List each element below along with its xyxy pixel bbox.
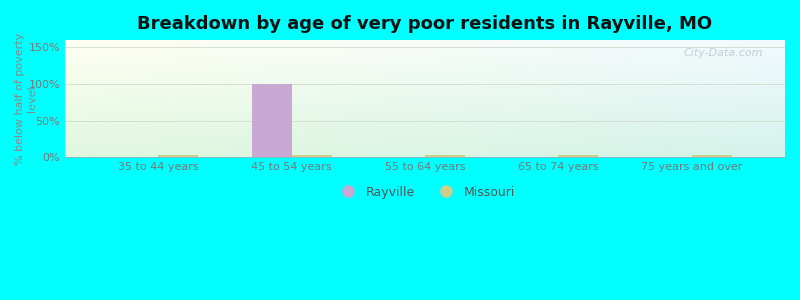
Bar	[558, 155, 598, 157]
Bar	[425, 155, 465, 157]
Y-axis label: % below half of poverty
level: % below half of poverty level	[15, 33, 37, 165]
Title: Breakdown by age of very poor residents in Rayville, MO: Breakdown by age of very poor residents …	[138, 15, 713, 33]
Bar	[292, 155, 332, 157]
Text: City-Data.com: City-Data.com	[684, 48, 763, 58]
Bar	[692, 155, 732, 157]
Bar	[252, 84, 292, 157]
Legend: Rayville, Missouri: Rayville, Missouri	[330, 181, 520, 204]
Bar	[158, 155, 198, 157]
